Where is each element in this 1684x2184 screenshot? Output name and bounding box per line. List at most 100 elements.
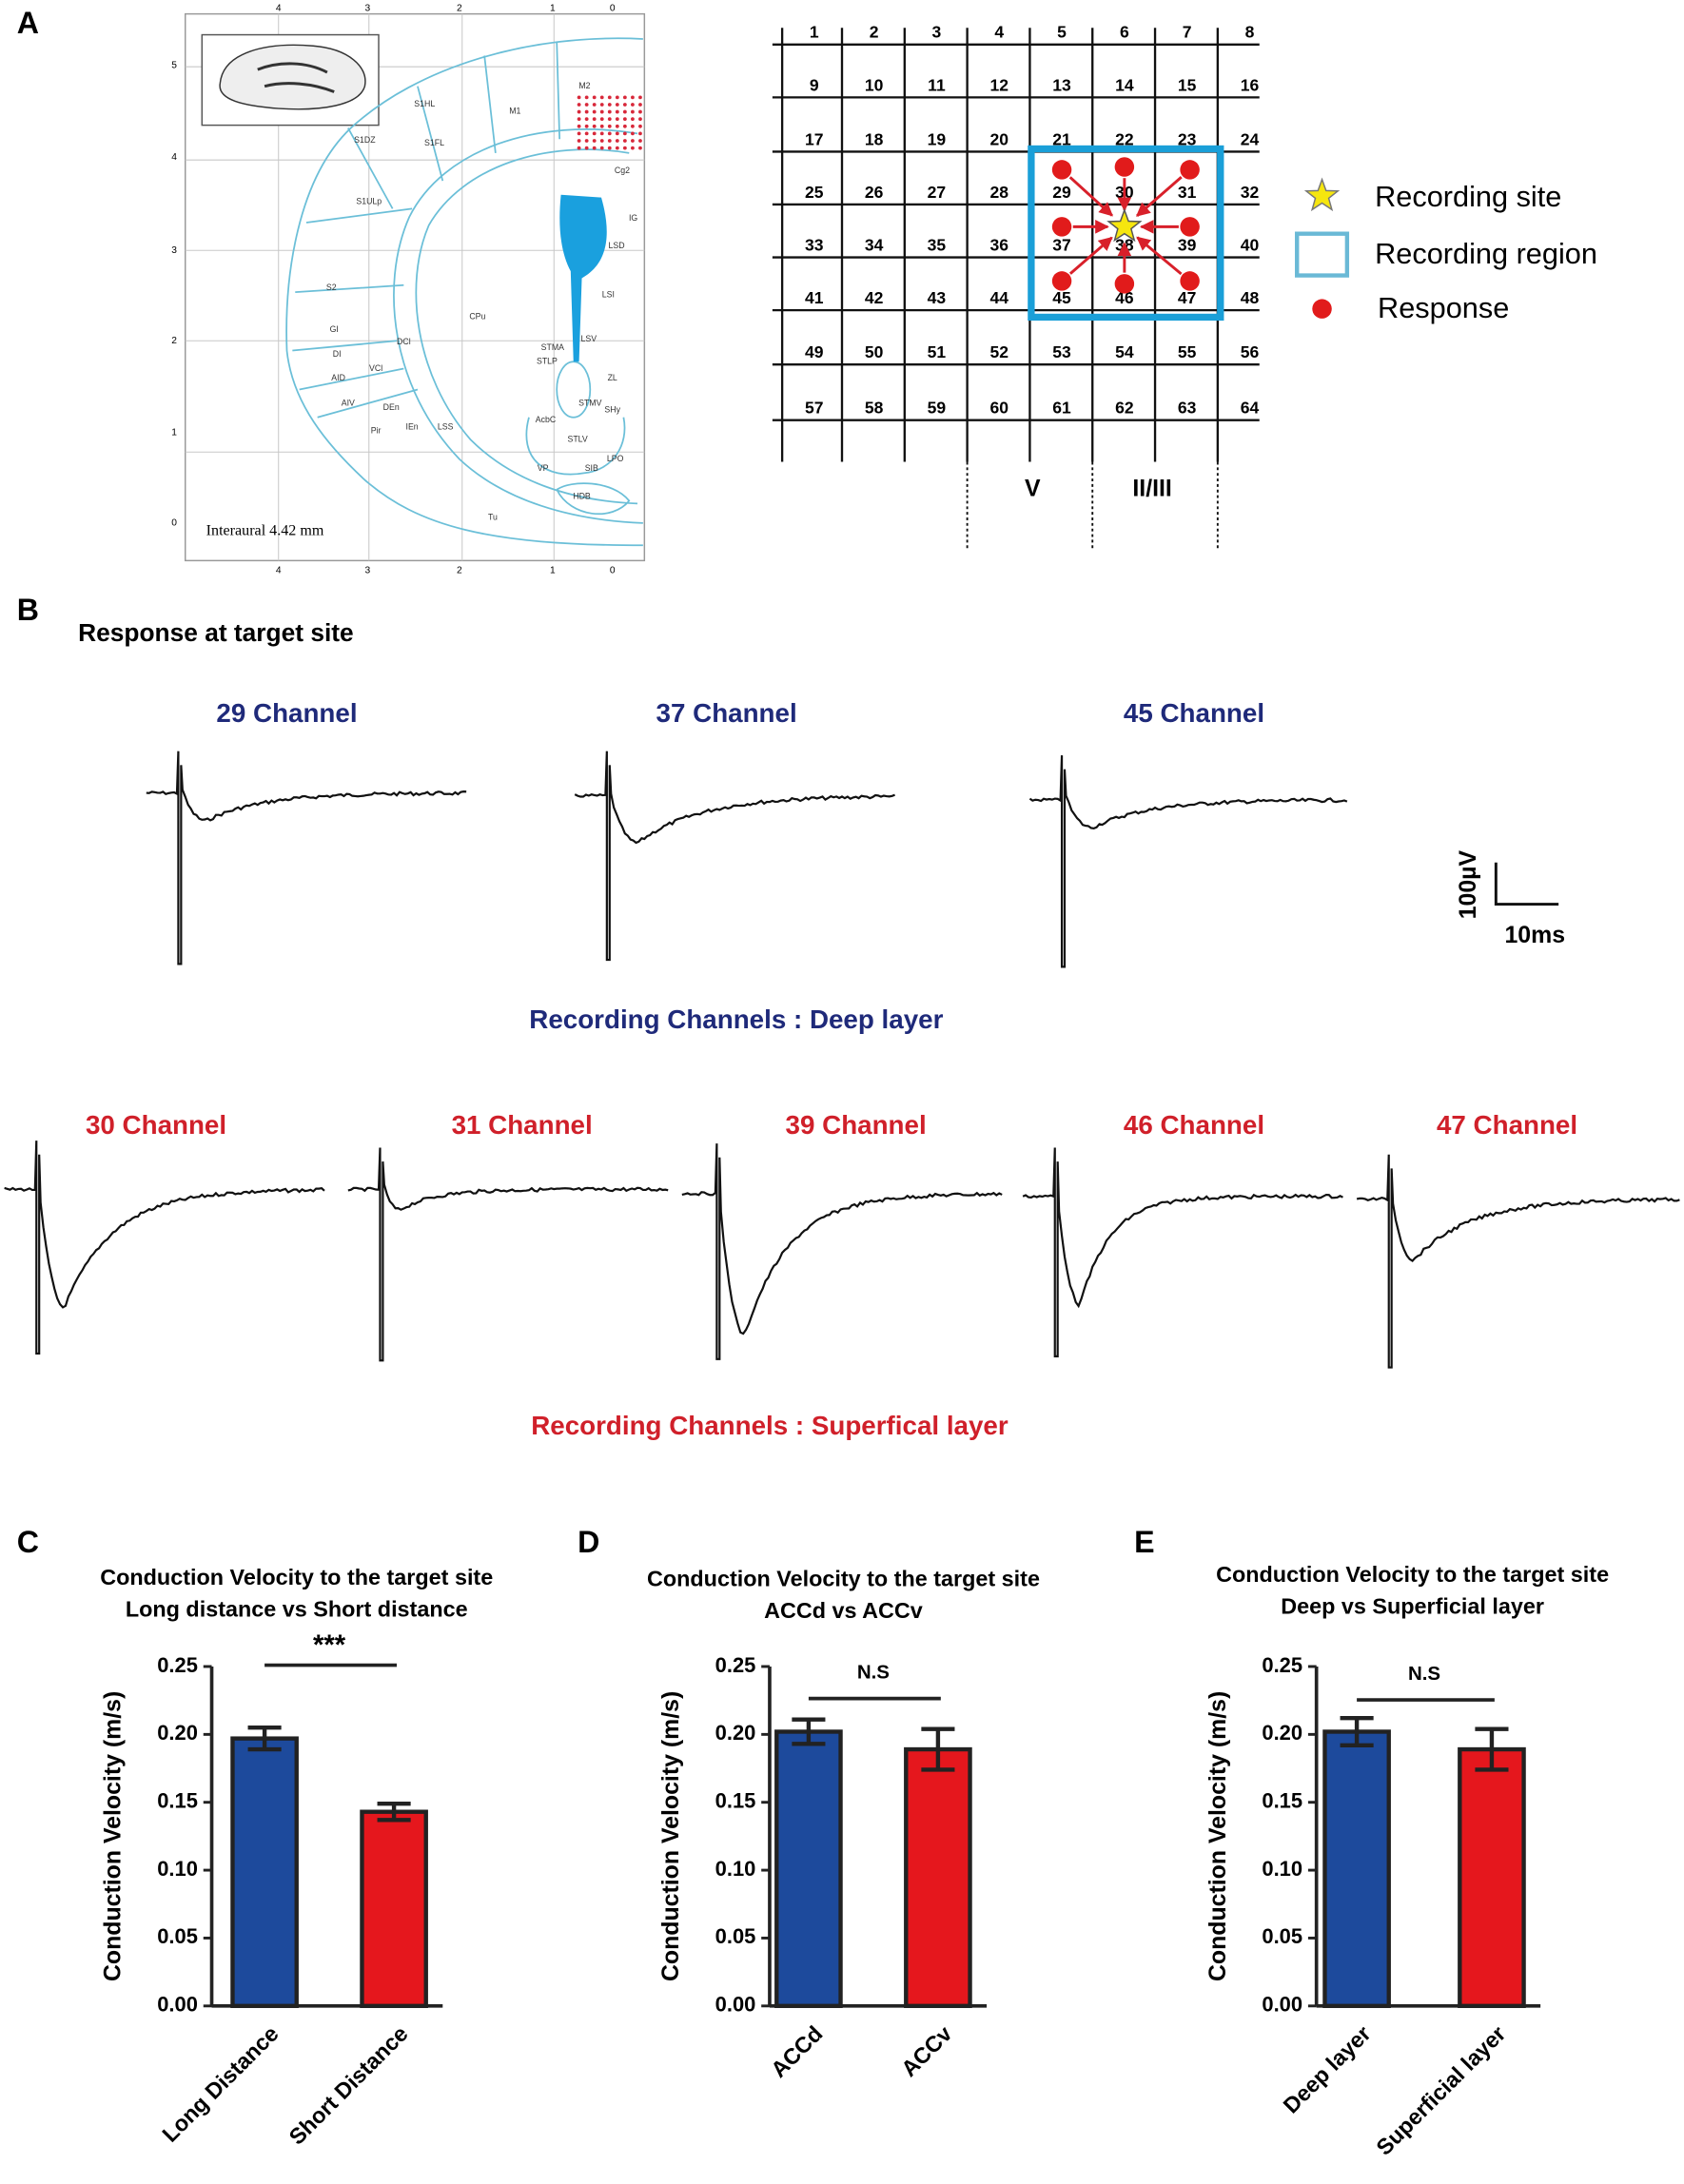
- y-tick-label: 0.10: [1262, 1857, 1302, 1881]
- channel-number: 18: [865, 129, 884, 148]
- electrode-dot: [599, 109, 604, 114]
- electrode-dot: [622, 109, 627, 114]
- electrode-dot: [584, 146, 589, 150]
- channel-number: 63: [1178, 399, 1197, 418]
- channel-number: 27: [928, 183, 947, 202]
- atlas-tick: 0: [171, 518, 177, 529]
- chart-subtitle: Deep vs Superficial layer: [1281, 1594, 1544, 1619]
- channel-number: 51: [928, 342, 947, 361]
- electrode-dot: [615, 139, 619, 143]
- channel-number: 53: [1052, 342, 1071, 361]
- y-tick-label: 0.15: [157, 1789, 198, 1813]
- electrode-dot: [584, 109, 589, 114]
- channel-number: 54: [1115, 342, 1134, 361]
- x-tick-label: Superficial layer: [1371, 2021, 1510, 2160]
- electrode-dot: [592, 124, 597, 128]
- response-dot: [1051, 271, 1072, 291]
- bar: [1322, 1729, 1391, 2009]
- y-tick-label: 0.00: [157, 1993, 198, 2017]
- atlas-tick: 2: [171, 336, 177, 346]
- electrode-dot: [584, 95, 589, 100]
- channel-title: 47 Channel: [1437, 1110, 1577, 1140]
- channel-number: 24: [1241, 129, 1260, 148]
- electrode-dot: [577, 146, 581, 150]
- atlas-label: S1FL: [424, 138, 444, 147]
- panel-letter: C: [17, 1525, 39, 1559]
- layer-label: II/III: [1132, 475, 1171, 501]
- atlas-label: LPO: [607, 454, 624, 463]
- atlas-label: GI: [330, 324, 339, 334]
- electrode-dot: [631, 95, 635, 100]
- y-tick-label: 0.00: [1262, 1993, 1302, 2017]
- trace: [347, 1147, 669, 1362]
- traces: [4, 751, 1680, 1369]
- electrode-dot: [607, 103, 612, 107]
- y-tick-label: 0.00: [715, 1993, 756, 2017]
- electrode-dot: [638, 139, 642, 143]
- electrode-dot: [599, 95, 604, 100]
- response-dot: [1051, 217, 1072, 237]
- y-tick-label: 0.25: [1262, 1653, 1302, 1677]
- channel-number: 29: [1052, 183, 1071, 202]
- atlas-tick: 2: [457, 565, 462, 575]
- channel-number: 61: [1052, 399, 1071, 418]
- electrode-dot: [584, 131, 589, 136]
- electrode-dot: [577, 109, 581, 114]
- channel-title: 37 Channel: [656, 698, 797, 728]
- atlas-label: STLP: [537, 357, 558, 366]
- electrode-dot: [638, 103, 642, 107]
- chart-title: Conduction Velocity to the target site: [647, 1566, 1040, 1590]
- electrode-dot: [599, 146, 604, 150]
- electrode-dot: [607, 109, 612, 114]
- y-tick-label: 0.20: [715, 1721, 756, 1745]
- electrode-dot: [599, 131, 604, 136]
- trace: [1028, 755, 1348, 968]
- electrode-dot: [592, 109, 597, 114]
- channel-number: 57: [805, 399, 824, 418]
- y-tick-label: 0.10: [157, 1857, 198, 1881]
- atlas-label: IG: [629, 213, 637, 223]
- electrode-dot: [577, 117, 581, 122]
- channel-number: 14: [1115, 75, 1134, 94]
- x-tick-label: ACCd: [766, 2021, 827, 2082]
- response-dot: [1051, 160, 1072, 180]
- channel-number: 40: [1241, 235, 1260, 254]
- electrode-dot: [615, 109, 619, 114]
- atlas-label: S1HL: [414, 99, 435, 108]
- error-bar: [377, 1801, 411, 1823]
- y-tick-label: 0.15: [715, 1789, 756, 1813]
- x-tick-label: Deep layer: [1279, 2021, 1376, 2118]
- channel-number: 16: [1241, 75, 1260, 94]
- atlas-label: M1: [509, 106, 520, 115]
- atlas-label: SIB: [585, 463, 598, 473]
- error-bar: [921, 1726, 955, 1772]
- channel-number: 43: [928, 288, 947, 307]
- atlas-label: SHy: [604, 405, 620, 415]
- channel-number: 39: [1178, 235, 1197, 254]
- channel-number: 36: [989, 235, 1008, 254]
- electrode-dot: [631, 146, 635, 150]
- electrode-dot: [592, 103, 597, 107]
- channel-number: 32: [1241, 183, 1260, 202]
- channel-number: 55: [1178, 342, 1197, 361]
- atlas-label: DCl: [397, 337, 411, 346]
- channel-number: 15: [1178, 75, 1197, 94]
- trace: [4, 1141, 325, 1355]
- x-tick-label: Long Distance: [157, 2021, 283, 2147]
- atlas-label: LSS: [438, 421, 454, 431]
- y-tick-label: 0.20: [157, 1721, 198, 1745]
- x-tick-label: Short Distance: [284, 2021, 413, 2150]
- atlas-label: LSI: [602, 289, 615, 299]
- channel-number: 20: [989, 129, 1008, 148]
- channel-number: 4: [994, 23, 1004, 42]
- electrode-dot: [607, 117, 612, 122]
- channel-number: 23: [1178, 129, 1197, 148]
- electrode-dot: [577, 131, 581, 136]
- atlas-tick: 2: [457, 3, 462, 13]
- electrode-dot: [607, 146, 612, 150]
- atlas-tick: 4: [171, 152, 177, 163]
- x-tick-label: ACCv: [896, 2021, 956, 2081]
- atlas-caption: Interaural 4.42 mm: [206, 522, 324, 538]
- electrode-dot: [622, 146, 627, 150]
- atlas-tick: 0: [610, 3, 616, 13]
